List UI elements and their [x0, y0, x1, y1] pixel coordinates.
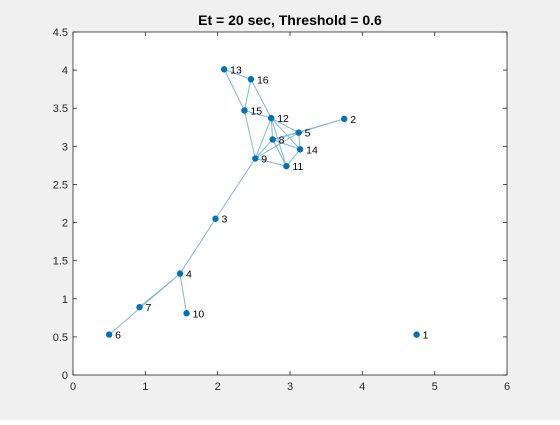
chart-title: Et = 20 sec, Threshold = 0.6 — [198, 12, 382, 28]
graph-node-13 — [220, 66, 228, 73]
graph-node-1 — [413, 331, 420, 338]
graph-edge-12-8 — [270, 118, 274, 140]
axes-background — [73, 32, 507, 375]
graph-edge-8-14 — [272, 139, 301, 150]
graph-edge-16-12 — [250, 79, 272, 119]
graph-edge-9-11 — [255, 158, 287, 167]
graph-node-8 — [269, 136, 276, 143]
node-label-4: 4 — [186, 269, 192, 281]
graph-edge-11-14 — [285, 149, 301, 167]
node-label-8: 8 — [279, 134, 285, 146]
graph-node-16 — [247, 76, 255, 83]
y-tick-label: 0 — [62, 370, 68, 382]
y-tick-label: 4.5 — [53, 27, 68, 39]
node-label-13: 13 — [230, 64, 242, 76]
graph-edge-11-12 — [270, 117, 287, 167]
graph-node-11 — [283, 162, 290, 170]
graph-edge-13-15 — [223, 69, 245, 111]
graph-edge-4-3 — [179, 218, 216, 274]
graph-node-2 — [341, 115, 348, 123]
tick-layer: 0 1 2 3 4 5 600.511.522.533.544.5 — [53, 27, 510, 393]
graph-edge-15-9 — [243, 110, 256, 159]
axes-box — [72, 31, 508, 376]
node-label-7: 7 — [146, 302, 152, 314]
x-tick-label: 2 — [215, 381, 221, 393]
x-tick-label: 4 — [359, 381, 365, 393]
edge-layer — [108, 68, 345, 335]
node-label-2: 2 — [350, 114, 356, 126]
graph-node-7 — [136, 303, 143, 311]
graph-edge-3-9 — [215, 158, 256, 220]
y-tick-label: 2.5 — [53, 179, 68, 191]
graph-edge-5-8 — [272, 132, 299, 140]
graph-edge-12-9 — [254, 117, 272, 159]
node-label-14: 14 — [306, 144, 318, 156]
y-tick-label: 3.5 — [53, 103, 68, 115]
graph-node-4 — [176, 270, 184, 277]
graph-edge-8-9 — [254, 139, 274, 159]
graph-edge-7-4 — [139, 273, 181, 308]
node-label-10: 10 — [193, 308, 205, 320]
x-tick-label: 0 — [70, 381, 76, 393]
node-label-5: 5 — [305, 128, 311, 140]
node-label-3: 3 — [221, 214, 227, 226]
node-label-1: 1 — [423, 330, 429, 342]
node-label-9: 9 — [261, 154, 267, 166]
graph-edge-13-16 — [224, 68, 252, 80]
graph-edge-12-14 — [270, 117, 301, 150]
graph-edge-15-12 — [244, 110, 272, 119]
x-tick-label: 5 — [432, 381, 438, 393]
graph-node-14 — [296, 146, 304, 153]
node-label-12: 12 — [277, 113, 289, 125]
graph-edge-4-10 — [179, 273, 188, 314]
x-tick-label: 6 — [504, 381, 510, 393]
y-tick-label: 1 — [62, 294, 68, 306]
node-label-15: 15 — [250, 106, 262, 118]
x-tick-label: 1 — [142, 381, 148, 393]
node-label-16: 16 — [257, 74, 269, 86]
graph-node-6 — [105, 331, 113, 338]
node-label-11: 11 — [292, 161, 303, 173]
graph-node-3 — [212, 215, 219, 222]
graph-node-9 — [252, 155, 259, 162]
graph-node-10 — [183, 310, 190, 317]
y-tick-label: 4 — [62, 65, 68, 77]
node-label-6: 6 — [115, 330, 121, 342]
x-tick-label: 3 — [287, 381, 293, 393]
graph-edge-16-15 — [243, 79, 252, 111]
graph-edge-12-5 — [270, 117, 299, 134]
graph-node-12 — [267, 114, 275, 122]
graph-edge-5-9 — [255, 132, 299, 159]
y-tick-label: 3 — [62, 141, 68, 153]
y-tick-label: 0.5 — [53, 332, 68, 344]
graph-edge-8-11 — [272, 139, 287, 167]
y-tick-label: 2 — [62, 218, 68, 230]
graph-node-5 — [295, 129, 302, 136]
y-tick-label: 1.5 — [53, 256, 68, 268]
graph-node-15 — [241, 107, 248, 114]
